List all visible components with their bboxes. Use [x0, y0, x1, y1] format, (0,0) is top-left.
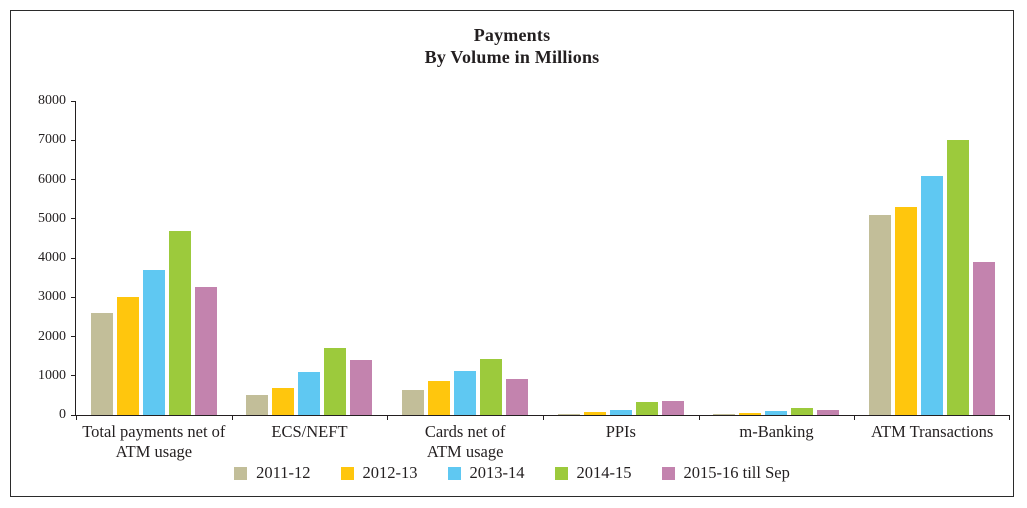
legend-label: 2012-13 [362, 463, 418, 482]
x-category-label: ATM Transactions [870, 422, 994, 441]
chart-subtitle: By Volume in Millions [424, 47, 600, 67]
x-tick-mark [1009, 415, 1010, 420]
y-tick-label: 2000 [38, 328, 66, 344]
y-tick-label: 7000 [38, 132, 66, 148]
y-axis: 0 1000 2000 3000 4000 5000 6000 7000 8000 [16, 94, 76, 422]
bar [973, 261, 996, 415]
legend-swatch [554, 466, 568, 480]
bar [454, 370, 477, 415]
y-tick-label: 1000 [38, 367, 66, 383]
bar-group-3 [387, 101, 543, 415]
bar [661, 401, 684, 415]
bar [713, 413, 736, 415]
legend-item: 2015-16 till Sep [661, 463, 790, 482]
y-tick-label: 6000 [38, 171, 66, 187]
bar [609, 409, 632, 415]
x-tick-mark [543, 415, 544, 420]
bar-groups [76, 101, 1010, 420]
x-category-label: Cards net of ATM usage [424, 422, 506, 461]
y-tick-label: 8000 [38, 93, 66, 108]
legend-label: 2015-16 till Sep [683, 463, 790, 482]
chart-title-block: Payments By Volume in Millions [11, 24, 1013, 68]
legend-item: 2014-15 [554, 463, 632, 482]
y-tick-mark [71, 100, 76, 102]
bar-group-6 [854, 101, 1010, 415]
y-tick-mark [71, 257, 76, 259]
bar [947, 140, 970, 415]
legend-label: 2013-14 [469, 463, 525, 482]
y-tick-label: 3000 [38, 289, 66, 305]
chart-title: Payments [473, 25, 551, 45]
bar [791, 407, 814, 415]
y-tick-mark [71, 375, 76, 377]
bar [817, 409, 840, 415]
bar [246, 395, 269, 415]
plot-area: 0 1000 2000 3000 4000 5000 6000 7000 8000 Total … [38, 94, 1010, 461]
bar [142, 269, 165, 415]
legend-item: 2013-14 [447, 463, 525, 482]
x-category-label: Total payments net of ATM usage [82, 422, 226, 461]
y-tick-mark [71, 179, 76, 180]
legend-item: 2011-12 [234, 463, 311, 482]
legend-swatch [340, 466, 354, 480]
y-tick-label: 5000 [38, 210, 66, 226]
x-tick-mark [387, 415, 389, 420]
y-tick-label: 4000 [38, 250, 66, 265]
x-category-label: PPIs [605, 422, 636, 441]
bar [324, 348, 347, 415]
bar [402, 389, 425, 415]
bar-group-1 [76, 101, 232, 415]
bar [272, 387, 295, 415]
y-tick-mark [71, 218, 76, 220]
bar [90, 312, 113, 415]
bar-group-5 [699, 101, 855, 415]
bar [739, 412, 762, 415]
bar [635, 402, 658, 415]
legend: 2011-12 2012-13 2013-14 2014-15 2015-16 till… [11, 464, 1013, 482]
legend-label: 2014-15 [576, 463, 632, 482]
x-tick-mark [231, 415, 233, 420]
bar [506, 379, 529, 415]
legend-swatch [234, 466, 248, 480]
x-tick-mark [854, 415, 856, 420]
bar [921, 175, 944, 415]
y-tick-mark [71, 296, 76, 298]
y-tick-mark [71, 414, 76, 416]
x-tick-mark [76, 415, 77, 420]
bar [583, 412, 606, 415]
bar [557, 413, 580, 415]
legend-swatch [447, 466, 461, 480]
bar [116, 297, 139, 415]
legend-item: 2012-13 [340, 463, 418, 482]
bar [298, 371, 321, 415]
x-category-label: ECS/NEFT [271, 422, 348, 441]
y-tick-label: 0 [59, 407, 66, 422]
bar [428, 380, 451, 415]
bar [895, 206, 918, 415]
bar [194, 287, 217, 415]
bar [168, 230, 191, 415]
legend-swatch [661, 466, 675, 480]
y-tick-mark [71, 139, 76, 141]
x-category-label: m-Banking [739, 422, 814, 441]
bar [480, 359, 503, 415]
bar [350, 360, 373, 415]
bar-group-4 [543, 101, 699, 415]
legend-label: 2011-12 [256, 463, 311, 482]
x-tick-mark [698, 415, 700, 420]
bar [765, 411, 788, 415]
chart-frame: Payments By Volume in Millions 0 1000 2000… [10, 10, 1014, 497]
bar-group-2 [232, 101, 388, 415]
y-tick-mark [71, 336, 76, 337]
bar [869, 214, 892, 415]
